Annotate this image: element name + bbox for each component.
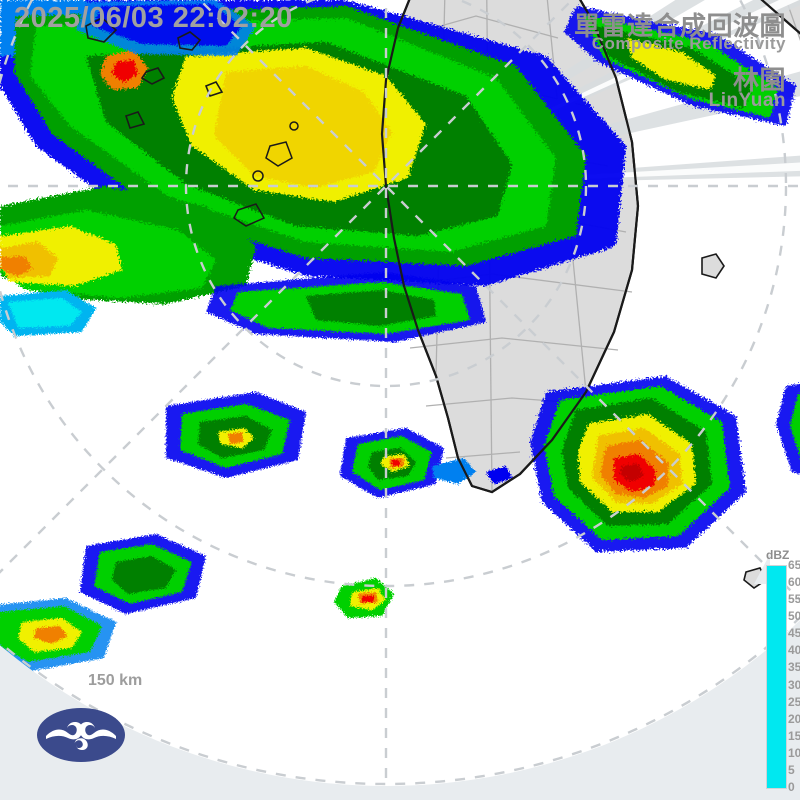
legend-color-bar — [766, 565, 787, 789]
legend-tick-55: 55 — [788, 592, 800, 607]
product-title-chinese: 單雷達合成回波圖 — [573, 11, 786, 41]
legend-tick-0: 0 — [788, 780, 795, 794]
range-ring-label: 150 km — [88, 672, 143, 689]
observation-timestamp: 2025/06/03 22:02:20 — [14, 2, 293, 34]
legend-tick-35: 35 — [788, 660, 800, 675]
legend-tick-30: 30 — [788, 677, 800, 692]
dbz-color-legend: dBZ 65 60 55 50 45 40 35 30 25 20 15 10 5 0 — [754, 548, 800, 798]
legend-tick-45: 45 — [788, 626, 800, 641]
legend-tick-50: 50 — [788, 609, 800, 624]
legend-tick-15: 15 — [788, 728, 800, 743]
legend-tick-40: 40 — [788, 643, 800, 658]
legend-title: dBZ — [766, 548, 790, 562]
legend-tick-20: 20 — [788, 711, 800, 726]
legend-tick-5: 5 — [788, 762, 795, 777]
cwa-logo — [37, 708, 125, 762]
legend-tick-25: 25 — [788, 694, 800, 709]
legend-tick-60: 60 — [788, 575, 800, 590]
legend-tick-10: 10 — [788, 745, 800, 760]
legend-tick-65: 65 — [788, 558, 800, 572]
station-name-english: LinYuan — [708, 90, 786, 111]
product-title-english: Composite Reflectivity — [591, 34, 786, 53]
station-name-chinese: 林園 — [732, 65, 786, 95]
